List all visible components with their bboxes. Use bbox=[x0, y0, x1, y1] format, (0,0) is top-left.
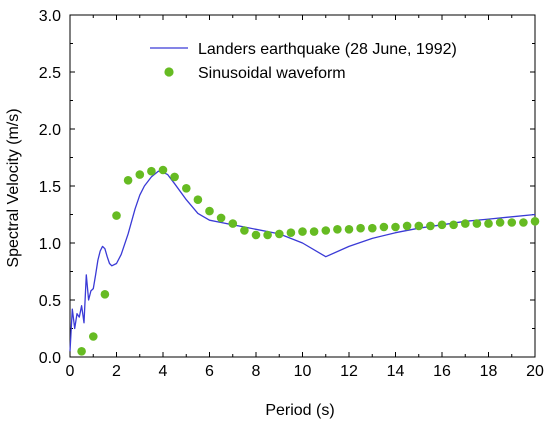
series-layer bbox=[69, 165, 540, 356]
y-tick-label: 2.5 bbox=[39, 65, 61, 82]
x-tick-label: 4 bbox=[159, 363, 168, 380]
data-point-sinusoidal bbox=[426, 221, 435, 231]
data-point-sinusoidal bbox=[402, 221, 412, 231]
data-point-sinusoidal bbox=[100, 290, 110, 299]
data-point-sinusoidal bbox=[286, 228, 296, 237]
data-point-sinusoidal bbox=[495, 218, 505, 227]
data-point-sinusoidal bbox=[461, 219, 470, 228]
data-point-sinusoidal bbox=[251, 230, 261, 240]
y-tick-label: 0.0 bbox=[39, 350, 61, 367]
data-point-sinusoidal bbox=[484, 219, 493, 228]
data-point-sinusoidal bbox=[530, 217, 540, 226]
x-tick-label: 20 bbox=[526, 363, 544, 380]
data-point-sinusoidal bbox=[170, 172, 179, 182]
data-point-sinusoidal bbox=[77, 347, 86, 356]
y-axis-title: Spectral Velocity (m/s) bbox=[5, 108, 22, 267]
y-tick-label: 1.0 bbox=[39, 236, 61, 253]
x-tick-label: 6 bbox=[205, 363, 214, 380]
y-tick-label: 0.5 bbox=[39, 293, 61, 310]
data-point-sinusoidal bbox=[89, 332, 98, 341]
legend-marker-swatch bbox=[164, 67, 174, 77]
data-point-sinusoidal bbox=[414, 221, 424, 231]
x-tick-label: 16 bbox=[433, 363, 451, 380]
x-tick-label: 0 bbox=[66, 363, 75, 380]
x-tick-label: 18 bbox=[480, 363, 498, 380]
data-point-sinusoidal bbox=[437, 220, 447, 230]
data-point-sinusoidal bbox=[344, 225, 354, 234]
data-point-sinusoidal bbox=[391, 222, 400, 232]
y-tick-label: 2.0 bbox=[39, 122, 61, 139]
x-tick-label: 10 bbox=[294, 363, 312, 380]
x-tick-label: 14 bbox=[387, 363, 405, 380]
data-point-sinusoidal bbox=[263, 230, 272, 240]
x-tick-label: 12 bbox=[340, 363, 358, 380]
x-tick-label: 2 bbox=[112, 363, 121, 380]
data-point-sinusoidal bbox=[379, 222, 389, 232]
x-axis-ticks: 0 2 4 6 8 10 12 14 16 18 20 bbox=[66, 15, 544, 380]
data-point-sinusoidal bbox=[519, 218, 528, 227]
data-point-sinusoidal bbox=[112, 211, 121, 220]
legend-label-landers: Landers earthquake (28 June, 1992) bbox=[198, 41, 457, 58]
data-point-sinusoidal bbox=[298, 227, 307, 236]
data-point-sinusoidal bbox=[333, 225, 342, 234]
data-point-sinusoidal bbox=[193, 195, 203, 204]
y-tick-label: 3.0 bbox=[39, 8, 61, 25]
data-point-sinusoidal bbox=[321, 226, 331, 235]
data-point-sinusoidal bbox=[123, 176, 133, 185]
data-point-sinusoidal bbox=[449, 220, 458, 230]
data-point-sinusoidal bbox=[147, 166, 156, 176]
data-point-sinusoidal bbox=[228, 219, 238, 228]
y-axis-ticks: 0.0 0.5 1.0 1.5 2.0 2.5 3.0 bbox=[39, 8, 535, 367]
data-point-sinusoidal bbox=[158, 165, 168, 175]
x-axis-title: Period (s) bbox=[265, 402, 334, 419]
data-point-sinusoidal bbox=[472, 219, 482, 228]
y-tick-label: 1.5 bbox=[39, 179, 61, 196]
data-point-sinusoidal bbox=[240, 226, 249, 235]
series-line-landers bbox=[69, 170, 536, 352]
data-point-sinusoidal bbox=[135, 170, 145, 179]
data-point-sinusoidal bbox=[368, 223, 377, 233]
data-point-sinusoidal bbox=[356, 223, 365, 233]
legend: Landers earthquake (28 June, 1992) Sinus… bbox=[150, 41, 457, 82]
data-point-sinusoidal bbox=[182, 184, 191, 193]
data-point-sinusoidal bbox=[309, 227, 319, 236]
data-point-sinusoidal bbox=[275, 229, 284, 239]
data-point-sinusoidal bbox=[205, 206, 214, 216]
x-tick-label: 8 bbox=[252, 363, 261, 380]
legend-label-sinusoidal: Sinusoidal waveform bbox=[198, 65, 346, 82]
data-point-sinusoidal bbox=[507, 218, 517, 227]
data-point-sinusoidal bbox=[216, 213, 226, 223]
